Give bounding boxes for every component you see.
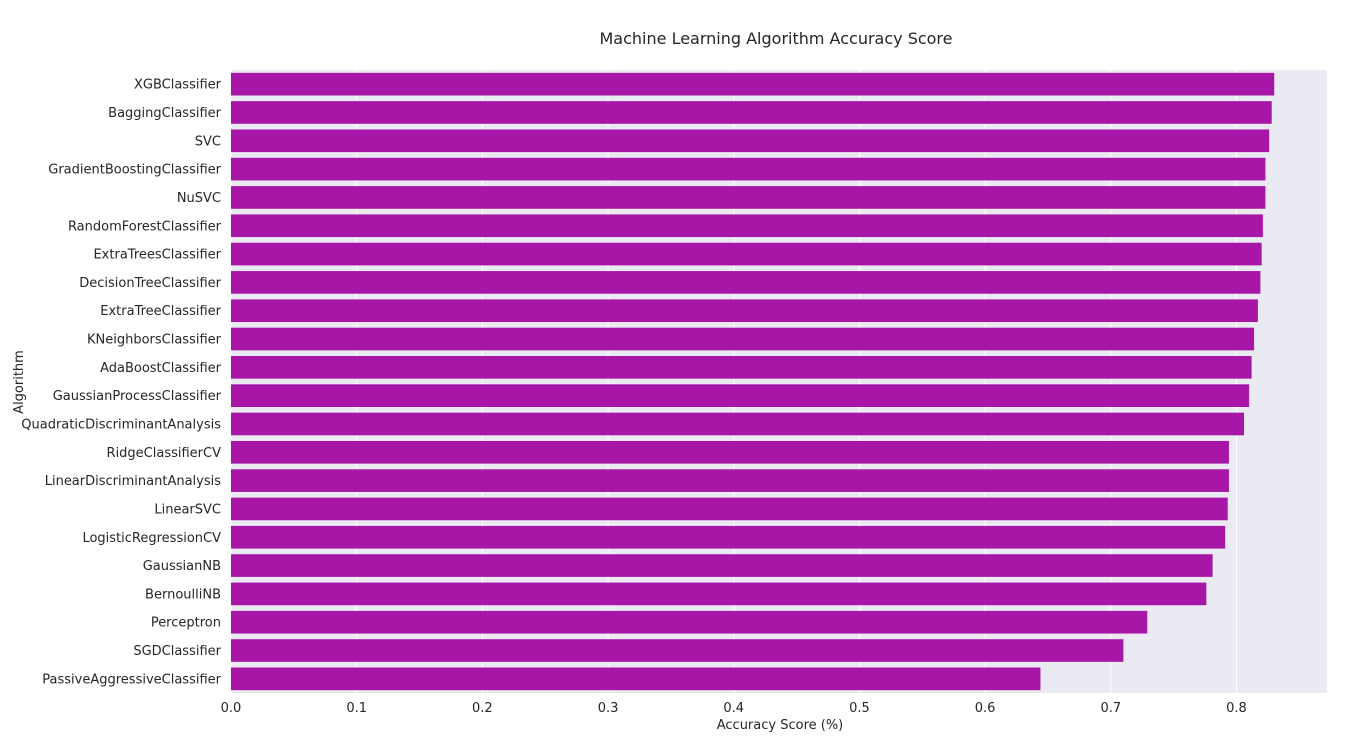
bar-kneighborsclassifier <box>231 327 1255 351</box>
y-tick-label: BernoulliNB <box>145 587 221 602</box>
y-tick-label: GradientBoostingClassifier <box>48 163 221 178</box>
bar-baggingclassifier <box>231 101 1272 124</box>
x-tick-label: 0.8 <box>1226 701 1247 716</box>
y-tick-label: ExtraTreeClassifier <box>100 304 221 319</box>
y-tick-label: GaussianNB <box>143 559 221 574</box>
bar-gradientboostingclassifier <box>231 157 1266 181</box>
y-tick-labels: XGBClassifier BaggingClassifier SVC Gradien… <box>21 78 221 688</box>
y-tick-label: AdaBoostClassifier <box>100 361 222 376</box>
y-tick-label: LogisticRegressionCV <box>82 531 221 546</box>
y-tick-label: NuSVC <box>177 191 221 206</box>
y-tick-label: KNeighborsClassifier <box>87 333 222 348</box>
bars-group <box>231 72 1275 691</box>
x-tick-labels: 0.0 0.1 0.2 0.3 0.4 0.5 0.6 0.7 0.8 <box>221 701 1247 716</box>
y-tick-label: LinearDiscriminantAnalysis <box>45 474 222 489</box>
y-tick-label: SVC <box>195 134 221 149</box>
bar-gaussianprocessclassifier <box>231 384 1250 407</box>
x-tick-label: 0.6 <box>975 701 996 716</box>
x-tick-label: 0.3 <box>598 701 619 716</box>
bar-decisiontreeclassifier <box>231 271 1261 294</box>
bar-nusvc <box>231 186 1266 209</box>
bar-passiveaggressiveclassifier <box>231 667 1041 691</box>
y-tick-label: RandomForestClassifier <box>68 219 222 234</box>
y-tick-label: GaussianProcessClassifier <box>53 389 222 404</box>
bar-lineardiscriminantanalysis <box>231 469 1229 492</box>
y-axis-label: Algorithm <box>12 350 27 414</box>
bar-linearsvc <box>231 497 1228 521</box>
bar-adaboostclassifier <box>231 356 1252 379</box>
bar-quadraticdiscriminantanalysis <box>231 412 1245 436</box>
bar-sgdclassifier <box>231 639 1124 662</box>
bar-xgbclassifier <box>231 72 1275 96</box>
x-tick-label: 0.0 <box>221 701 242 716</box>
y-tick-label: PassiveAggressiveClassifier <box>42 672 221 687</box>
bar-perceptron <box>231 610 1148 634</box>
x-axis-label: Accuracy Score (%) <box>717 718 844 733</box>
bar-extratreesclassifier <box>231 242 1262 266</box>
y-tick-label: SGDClassifier <box>133 644 221 659</box>
x-tick-label: 0.7 <box>1100 701 1121 716</box>
chart-title: Machine Learning Algorithm Accuracy Scor… <box>600 29 953 48</box>
x-tick-label: 0.1 <box>346 701 367 716</box>
y-tick-label: RidgeClassifierCV <box>107 446 222 461</box>
bar-svc <box>231 129 1270 153</box>
bar-ridgeclassifiercv <box>231 440 1229 464</box>
x-tick-label: 0.5 <box>849 701 870 716</box>
x-tick-label: 0.2 <box>472 701 493 716</box>
y-tick-label: LinearSVC <box>154 502 221 517</box>
y-tick-label: QuadraticDiscriminantAnalysis <box>21 417 221 432</box>
bar-extratreeclassifier <box>231 299 1258 323</box>
y-tick-label: Perceptron <box>151 616 221 631</box>
bar-bernoullinb <box>231 582 1207 606</box>
y-tick-label: BaggingClassifier <box>108 106 221 121</box>
bar-gaussiannb <box>231 554 1213 577</box>
bar-randomforestclassifier <box>231 214 1263 238</box>
y-tick-label: DecisionTreeClassifier <box>79 276 221 291</box>
y-tick-label: ExtraTreesClassifier <box>93 248 221 263</box>
x-tick-label: 0.4 <box>723 701 744 716</box>
bar-logisticregressioncv <box>231 525 1226 549</box>
y-tick-label: XGBClassifier <box>134 78 222 93</box>
